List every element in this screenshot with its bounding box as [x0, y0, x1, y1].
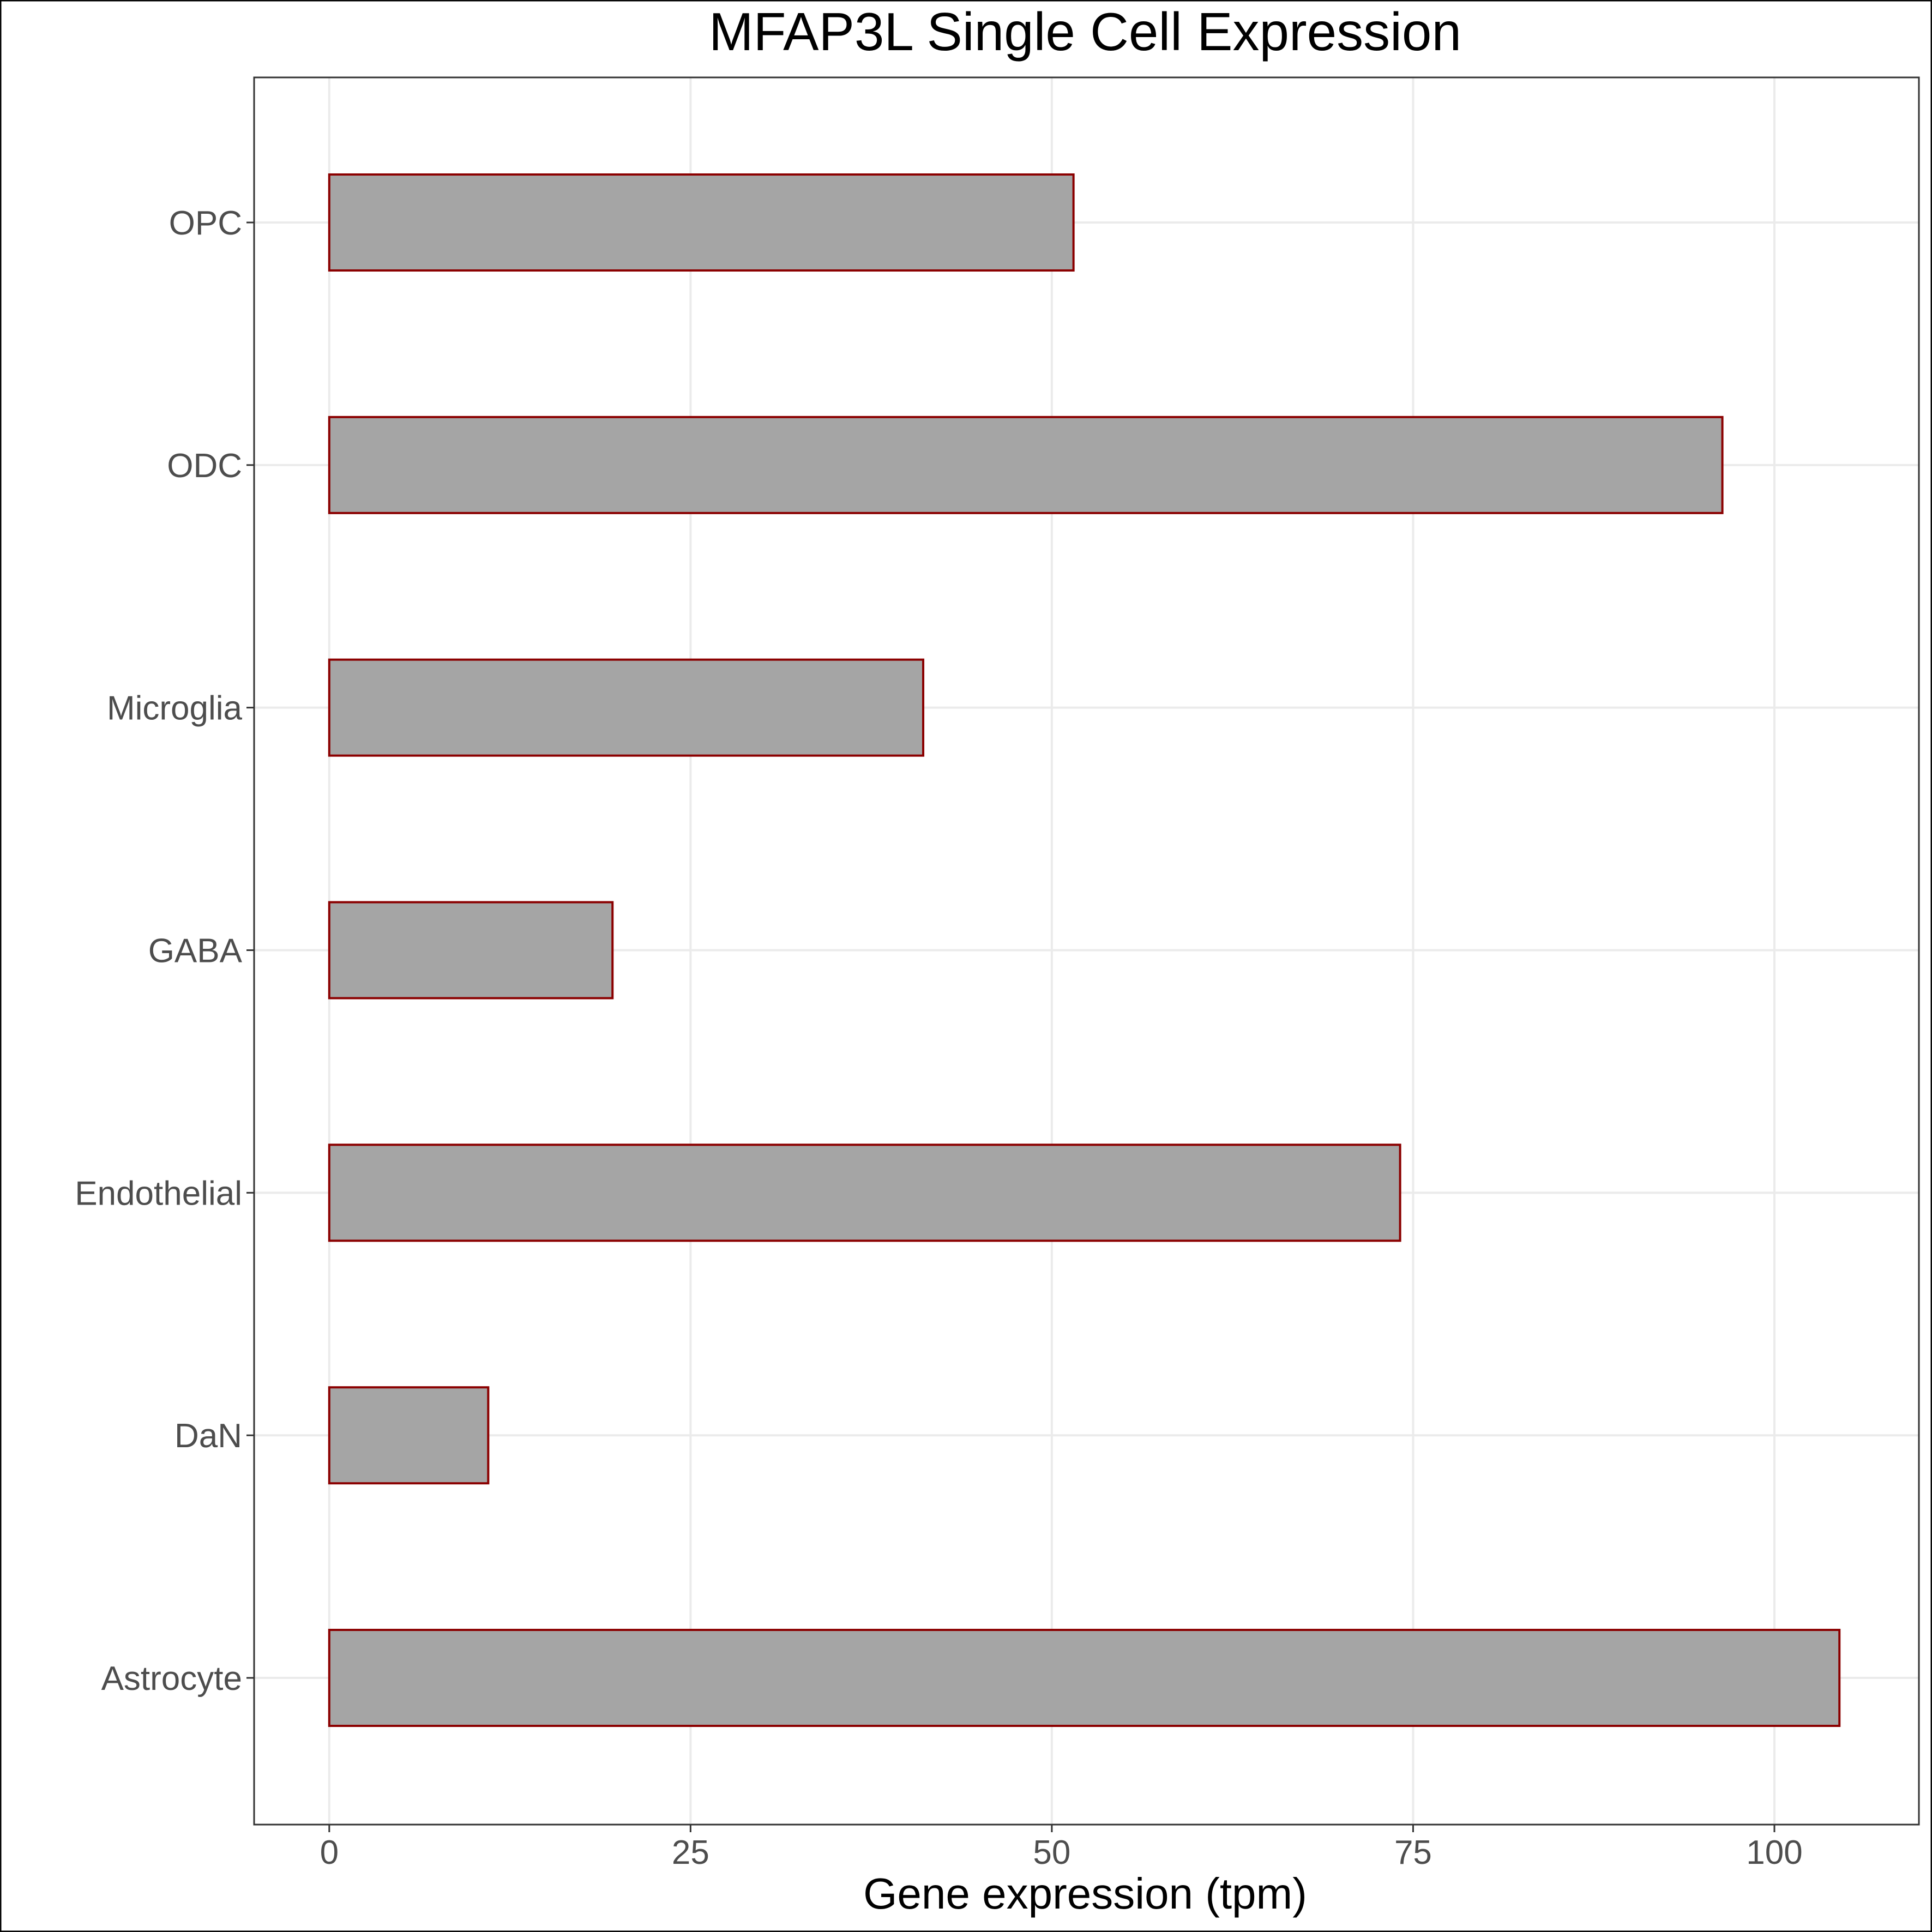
x-tick-label-0: 0 [320, 1834, 339, 1871]
bar-microglia [328, 658, 925, 757]
y-tick-label-endothelial: Endothelial [75, 1175, 242, 1212]
chart-title: MFAP3L Single Cell Expression [709, 2, 1461, 62]
x-tick-label-75: 75 [1394, 1834, 1432, 1871]
x-tick-label-25: 25 [672, 1834, 709, 1871]
bar-gaba [328, 901, 614, 1000]
y-tick-label-gaba: GABA [148, 932, 243, 970]
bar-dan [328, 1386, 490, 1485]
bar-endothelial [328, 1143, 1401, 1242]
x-axis-title: Gene expression (tpm) [863, 1869, 1307, 1918]
bar-opc [328, 173, 1075, 272]
bar-odc [328, 416, 1724, 514]
y-tick-label-opc: OPC [169, 204, 242, 242]
x-tick-label-50: 50 [1033, 1834, 1070, 1871]
y-tick-label-astrocyte: Astrocyte [101, 1660, 242, 1698]
y-tick-label-microglia: Microglia [107, 690, 243, 727]
y-tick-label-dan: DaN [174, 1417, 242, 1455]
x-tick-label-100: 100 [1746, 1834, 1802, 1871]
plot-panel: Astrocyte DaN Endothelial GABA Microglia ODC O… [75, 76, 1920, 1871]
y-tick-label-odc: ODC [167, 447, 242, 485]
bar-astrocyte [328, 1629, 1841, 1727]
